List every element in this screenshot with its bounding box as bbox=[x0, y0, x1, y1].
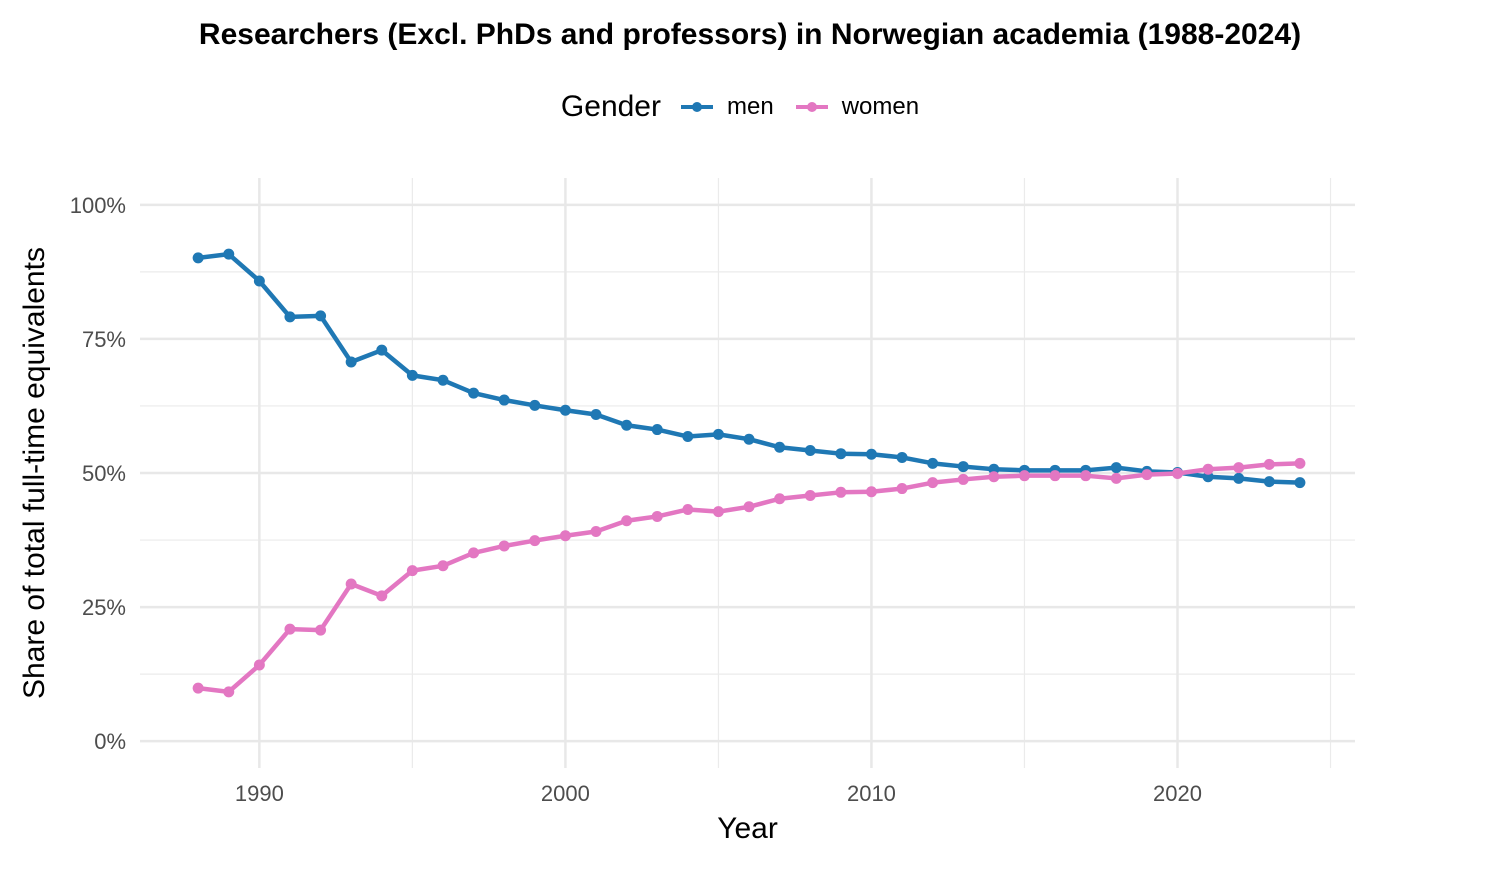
chart-title: Researchers (Excl. PhDs and professors) … bbox=[198, 18, 1302, 51]
point-men-1997 bbox=[468, 387, 480, 399]
point-men-1989 bbox=[223, 248, 235, 260]
legend-label-men: men bbox=[727, 93, 774, 120]
point-women-2024 bbox=[1294, 457, 1306, 469]
point-women-2021 bbox=[1202, 463, 1214, 475]
point-women-1997 bbox=[468, 547, 480, 559]
y-tick-label: 25% bbox=[82, 595, 126, 620]
point-women-2016 bbox=[1049, 470, 1061, 482]
point-men-2008 bbox=[804, 444, 816, 456]
point-women-2011 bbox=[896, 483, 908, 495]
y-tick-label: 50% bbox=[82, 461, 126, 486]
y-tick-label: 75% bbox=[82, 327, 126, 352]
point-men-2011 bbox=[896, 451, 908, 463]
point-men-2005 bbox=[712, 428, 724, 440]
point-men-1992 bbox=[315, 310, 327, 322]
point-women-1998 bbox=[498, 540, 510, 552]
point-men-2018 bbox=[1110, 462, 1122, 474]
point-men-1994 bbox=[376, 344, 388, 356]
legend-title: Gender bbox=[560, 90, 661, 123]
point-women-1989 bbox=[223, 686, 235, 698]
x-tick-label: 2020 bbox=[1153, 781, 1202, 806]
point-women-2009 bbox=[835, 486, 847, 498]
point-men-2024 bbox=[1294, 477, 1306, 489]
point-men-2007 bbox=[774, 441, 786, 453]
point-men-1999 bbox=[529, 399, 541, 411]
legend-key-men bbox=[681, 102, 713, 112]
point-women-2002 bbox=[621, 515, 633, 527]
y-axis-label: Share of total full-time equivalents bbox=[18, 247, 51, 699]
point-women-1993 bbox=[345, 578, 357, 590]
point-men-2010 bbox=[865, 448, 877, 460]
line-men bbox=[197, 251, 1300, 485]
point-men-2013 bbox=[957, 461, 969, 473]
point-women-1991 bbox=[284, 623, 296, 635]
point-men-1993 bbox=[345, 356, 357, 368]
legend: Gender men women bbox=[0, 90, 1500, 124]
point-women-1990 bbox=[253, 659, 265, 671]
point-men-1995 bbox=[406, 369, 418, 381]
point-women-2015 bbox=[1018, 470, 1030, 482]
point-men-1988 bbox=[192, 252, 204, 264]
point-men-1998 bbox=[498, 394, 510, 406]
point-women-1988 bbox=[192, 682, 204, 694]
point-women-1992 bbox=[315, 624, 327, 636]
point-men-2000 bbox=[559, 404, 571, 416]
point-men-2023 bbox=[1263, 476, 1275, 488]
y-tick-label: 100% bbox=[70, 193, 126, 218]
point-women-1995 bbox=[406, 565, 418, 577]
point-women-2001 bbox=[590, 525, 602, 537]
point-women-1996 bbox=[437, 560, 449, 572]
point-women-2000 bbox=[559, 530, 571, 542]
legend-item-men: men bbox=[679, 93, 774, 121]
y-tick-label: 0% bbox=[94, 729, 126, 754]
point-men-1991 bbox=[284, 311, 296, 323]
point-women-1999 bbox=[529, 535, 541, 547]
point-men-1990 bbox=[253, 275, 265, 287]
point-women-2017 bbox=[1080, 470, 1092, 482]
point-women-2013 bbox=[957, 473, 969, 485]
x-tick-label: 1990 bbox=[235, 781, 284, 806]
legend-key-women bbox=[795, 102, 828, 112]
line-women bbox=[197, 461, 1300, 695]
point-men-2004 bbox=[682, 431, 694, 443]
point-men-1996 bbox=[437, 374, 449, 386]
point-women-2005 bbox=[712, 506, 724, 518]
point-men-2002 bbox=[621, 419, 633, 431]
x-tick-label: 2000 bbox=[541, 781, 590, 806]
point-women-2020 bbox=[1171, 468, 1183, 480]
point-women-2019 bbox=[1141, 469, 1153, 481]
point-women-2004 bbox=[682, 503, 694, 515]
x-axis-label: Year bbox=[717, 812, 778, 845]
point-women-2008 bbox=[804, 490, 816, 502]
point-women-2006 bbox=[743, 501, 755, 513]
x-tick-label: 2010 bbox=[847, 781, 896, 806]
point-men-2006 bbox=[743, 433, 755, 445]
point-women-2014 bbox=[988, 471, 1000, 483]
point-women-2010 bbox=[865, 486, 877, 498]
legend-item-women: women bbox=[794, 93, 919, 121]
point-women-2012 bbox=[927, 477, 939, 489]
point-women-2003 bbox=[651, 510, 663, 522]
legend-label-women: women bbox=[841, 93, 920, 120]
point-men-2001 bbox=[590, 409, 602, 421]
point-women-2023 bbox=[1263, 458, 1275, 470]
point-women-1994 bbox=[376, 590, 388, 602]
point-men-2003 bbox=[651, 424, 663, 436]
point-men-2012 bbox=[927, 457, 939, 469]
point-men-2009 bbox=[835, 448, 847, 460]
point-women-2007 bbox=[774, 493, 786, 505]
point-men-2022 bbox=[1233, 472, 1245, 484]
point-women-2018 bbox=[1110, 472, 1122, 484]
point-women-2022 bbox=[1233, 462, 1245, 474]
